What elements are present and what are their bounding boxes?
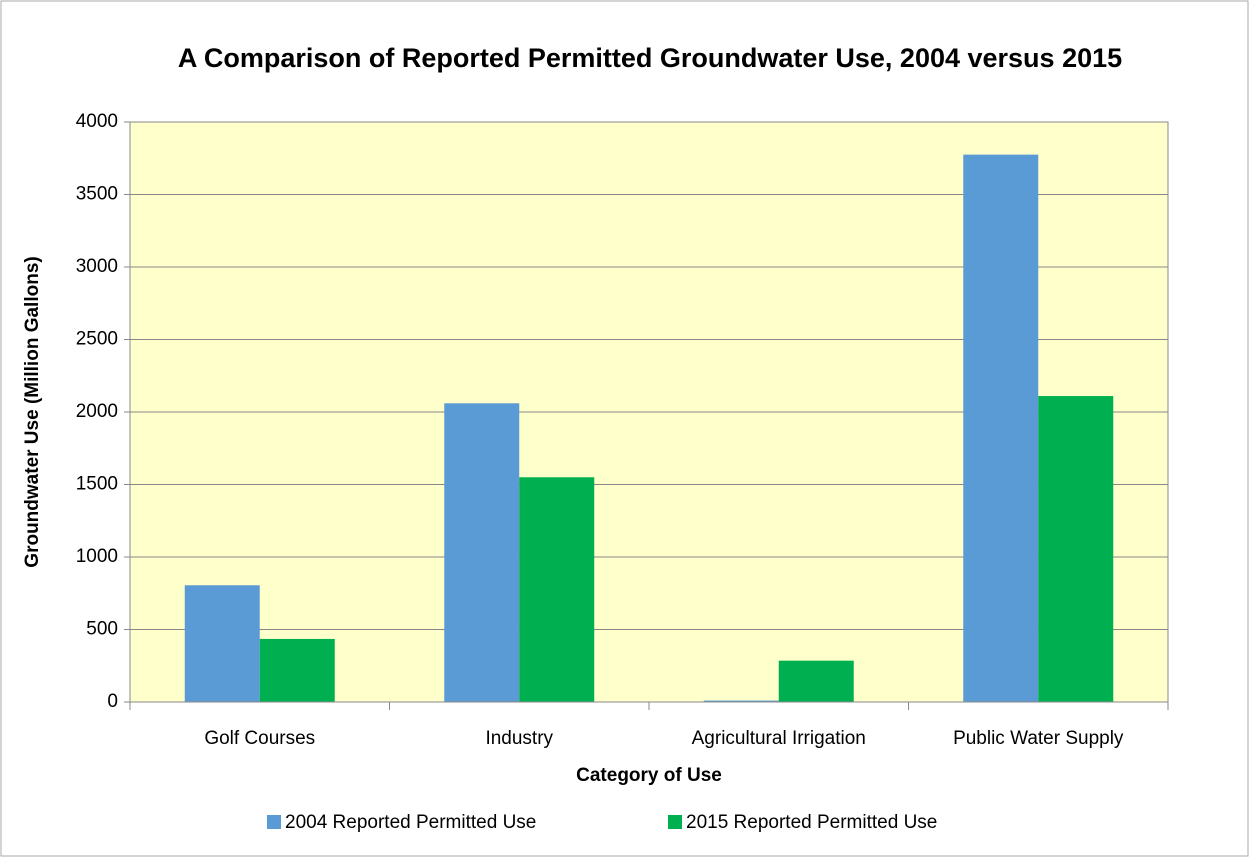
y-tick-label: 3000 xyxy=(76,256,118,277)
y-tick-label: 0 xyxy=(107,691,118,712)
x-tick-label: Industry xyxy=(485,728,553,749)
legend-swatch xyxy=(668,815,682,829)
bar xyxy=(184,585,260,702)
bar xyxy=(519,477,595,702)
bar xyxy=(259,638,335,702)
y-axis-label: Groundwater Use (Million Gallons) xyxy=(22,256,43,567)
chart-title: A Comparison of Reported Permitted Groun… xyxy=(177,43,1123,73)
x-axis-label: Category of Use xyxy=(576,765,722,786)
y-tick-label: 1500 xyxy=(76,474,118,495)
bar xyxy=(778,660,854,702)
legend-label: 2015 Reported Permitted Use xyxy=(686,812,937,833)
x-tick-label: Public Water Supply xyxy=(953,728,1124,749)
bar xyxy=(963,154,1039,702)
bar xyxy=(1038,396,1114,702)
y-tick-label: 2500 xyxy=(76,329,118,350)
x-tick-label: Golf Courses xyxy=(204,728,315,749)
y-tick-label: 2000 xyxy=(76,401,118,422)
bar xyxy=(703,700,779,702)
bar xyxy=(444,403,520,702)
y-tick-label: 500 xyxy=(86,619,118,640)
y-tick-label: 3500 xyxy=(76,184,118,205)
y-tick-label: 4000 xyxy=(76,111,118,132)
legend-swatch xyxy=(267,815,281,829)
legend-label: 2004 Reported Permitted Use xyxy=(285,812,536,833)
y-tick-label: 1000 xyxy=(76,546,118,567)
x-tick-label: Agricultural Irrigation xyxy=(692,728,866,749)
